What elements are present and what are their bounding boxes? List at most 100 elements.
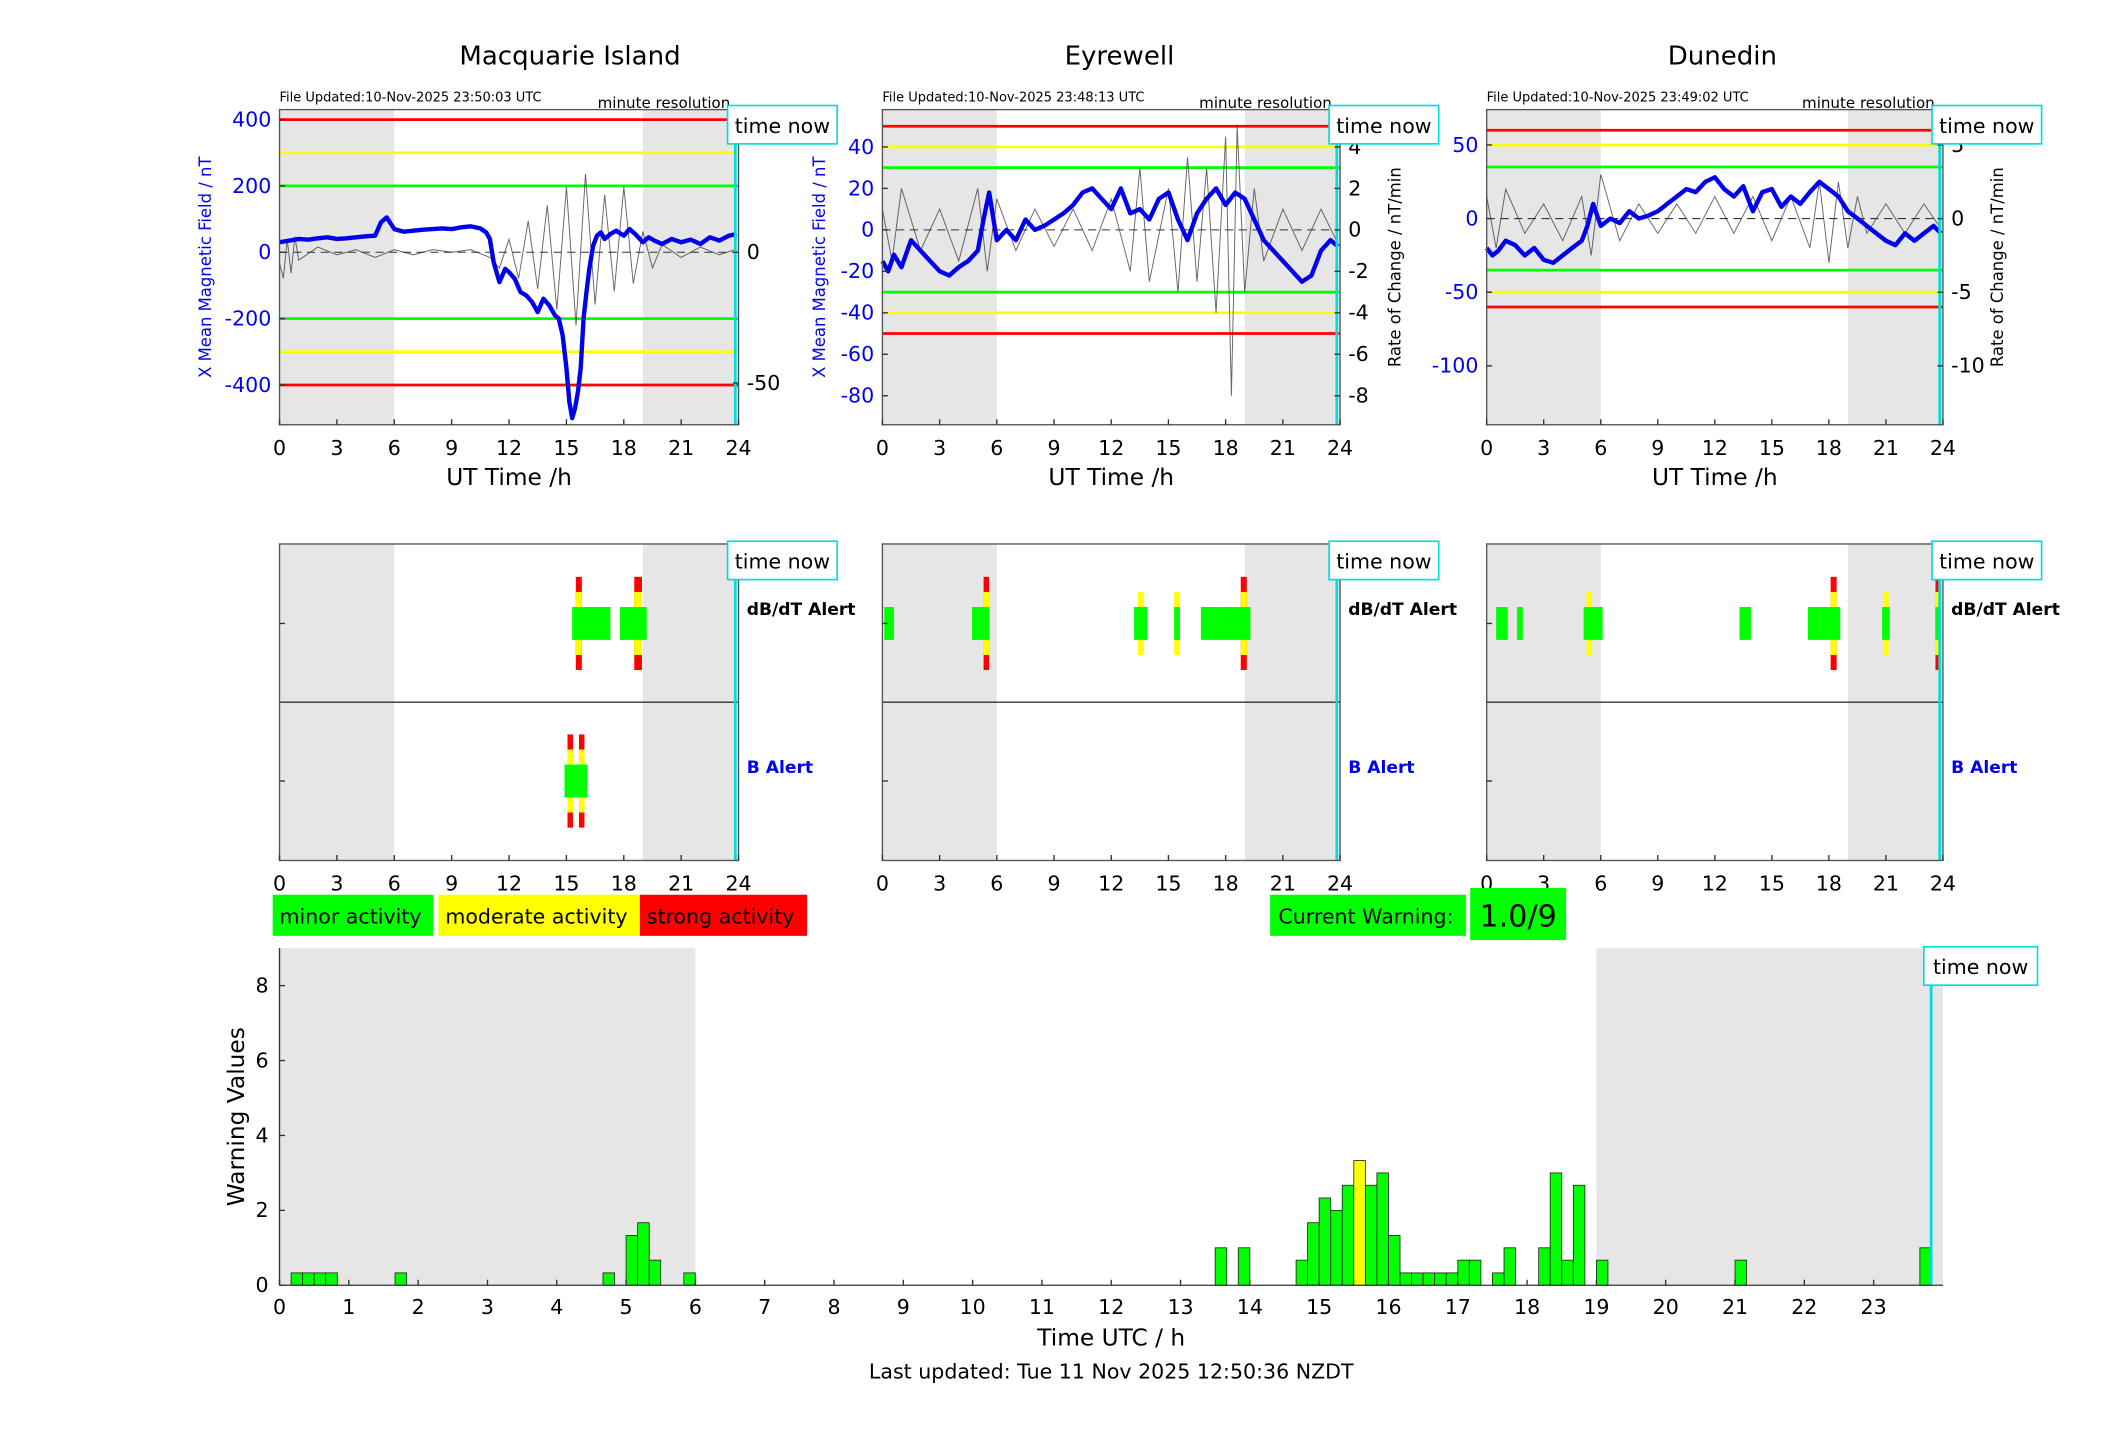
file-updated-text: File Updated:10-Nov-2025 23:49:02 UTC [1487, 90, 1749, 105]
y-right-axis-label: Rate of Change / nT/min [1385, 167, 1404, 367]
x-tick-label: 14 [1237, 1295, 1263, 1319]
x-axis-label: UT Time /h [446, 464, 572, 491]
field-line [880, 186, 1340, 284]
x-tick-label: 12 [1098, 1295, 1124, 1319]
x-tick-label: 15 [1759, 872, 1785, 896]
x-tick-label: 21 [1722, 1295, 1748, 1319]
time-now-box [1328, 540, 1440, 581]
dbdt-alert-mark-green [572, 606, 586, 640]
y-tick-label: 6 [255, 1048, 268, 1072]
x-tick-label: 3 [933, 436, 946, 460]
x-tick-label: 21 [668, 872, 694, 896]
warning-bar [1307, 1222, 1320, 1286]
current-warning: Current Warning: 1.0/9 [1270, 887, 1567, 940]
y-tick-label: 40 [848, 135, 874, 159]
warning-bar [1734, 1259, 1747, 1286]
warning-bar [1538, 1247, 1551, 1286]
x-tick-label: 3 [330, 872, 343, 896]
warning-bar [1214, 1247, 1228, 1286]
time-now-label: time now [1933, 955, 2028, 979]
warning-bar [1503, 1247, 1516, 1286]
dbdt-alert-mark-green [1517, 606, 1523, 640]
x-tick-label: 19 [1583, 1295, 1609, 1319]
current-warning-box [1270, 894, 1467, 936]
warning-bar [1330, 1209, 1343, 1286]
time-now-box [726, 104, 839, 145]
dbdt-alert-mark-green [884, 606, 894, 640]
x-tick-label: 11 [1029, 1295, 1055, 1319]
y-right-tick-label: 2 [1348, 176, 1361, 200]
x-tick-label: 6 [689, 1295, 702, 1319]
x-tick-label: 12 [1098, 436, 1124, 460]
night-shade [1244, 109, 1341, 425]
file-updated-text: File Updated:10-Nov-2025 23:50:03 UTC [280, 90, 542, 105]
dbdt-alert-mark-green [1935, 606, 1942, 640]
activity-legend: minor activity moderate activity strong ac… [272, 894, 808, 936]
legend-strong-swatch [639, 894, 808, 936]
dbdt-alert-mark-green [1826, 606, 1841, 640]
dbdt-alert-mark-green [1200, 606, 1220, 640]
x-tick-label: 3 [933, 872, 946, 896]
x-tick-label: 17 [1445, 1295, 1471, 1319]
y-right-tick-label: -50 [747, 371, 781, 395]
dbdt-alert-mark-green [983, 606, 990, 640]
warning-bar [1341, 1184, 1355, 1286]
x-tick-label: 12 [1098, 872, 1124, 896]
x-tick-label: 2 [412, 1295, 425, 1319]
x-tick-label: 7 [758, 1295, 771, 1319]
file-updated-text: File Updated:10-Nov-2025 23:48:13 UTC [882, 90, 1144, 105]
night-shade [642, 109, 739, 425]
x-tick-label: 18 [611, 436, 637, 460]
y-tick-label: -100 [1432, 354, 1479, 378]
dbdt-alert-mark-green [1819, 606, 1827, 640]
warning-bar [290, 1272, 304, 1286]
y-tick-label: -60 [841, 342, 875, 366]
y-tick-label: 0 [861, 218, 874, 242]
x-tick-label: 23 [1861, 1295, 1887, 1319]
x-tick-label: 6 [1594, 436, 1607, 460]
legend-moderate-label: moderate activity [445, 905, 627, 929]
x-tick-label: 9 [445, 436, 458, 460]
y-right-tick-label: -6 [1348, 342, 1369, 366]
panel-title: Dunedin [1668, 41, 1777, 71]
x-tick-label: 12 [1702, 872, 1728, 896]
time-now-label: time now [1939, 114, 2034, 138]
x-tick-label: 18 [1213, 436, 1239, 460]
dbdt-alert-mark-green [1882, 606, 1890, 640]
x-tick-label: 15 [1155, 872, 1181, 896]
x-tick-label: 24 [1327, 436, 1353, 460]
field-line [279, 215, 738, 421]
night-shade [1486, 109, 1601, 425]
current-warning-value-box [1470, 887, 1567, 940]
x-tick-label: 18 [1213, 872, 1239, 896]
y-tick-label: 50 [1452, 133, 1478, 157]
warning-bar [1468, 1259, 1482, 1286]
warning-bar [1411, 1272, 1424, 1286]
current-warning-label: Current Warning: [1278, 905, 1453, 929]
dbdt-alert-mark-green [1496, 606, 1508, 640]
warning-bar [637, 1222, 650, 1286]
x-tick-label: 21 [1873, 872, 1899, 896]
x-tick-label: 10 [960, 1295, 986, 1319]
y-tick-label: -200 [225, 306, 272, 330]
warning-bar [394, 1272, 408, 1286]
dbdt-alert-mark-green [1595, 606, 1603, 640]
x-tick-label: 0 [876, 872, 889, 896]
x-tick-label: 15 [1155, 436, 1181, 460]
y-right-tick-label: -10 [1951, 354, 1985, 378]
b-alert-label: B Alert [747, 758, 813, 778]
y-tick-label: 2 [255, 1198, 268, 1222]
y-right-tick-label: -2 [1348, 259, 1369, 283]
field-line [1484, 175, 1943, 265]
x-tick-label: 15 [553, 436, 579, 460]
warning-bar [1388, 1235, 1401, 1286]
warning-bar [1919, 1247, 1932, 1286]
y-tick-label: -20 [841, 259, 875, 283]
x-tick-label: 9 [1651, 436, 1664, 460]
x-tick-label: 22 [1791, 1295, 1817, 1319]
x-tick-label: 0 [273, 436, 286, 460]
b-alert-label: B Alert [1951, 758, 2017, 778]
x-tick-label: 24 [1327, 872, 1353, 896]
current-warning-value: 1.0/9 [1480, 899, 1557, 934]
